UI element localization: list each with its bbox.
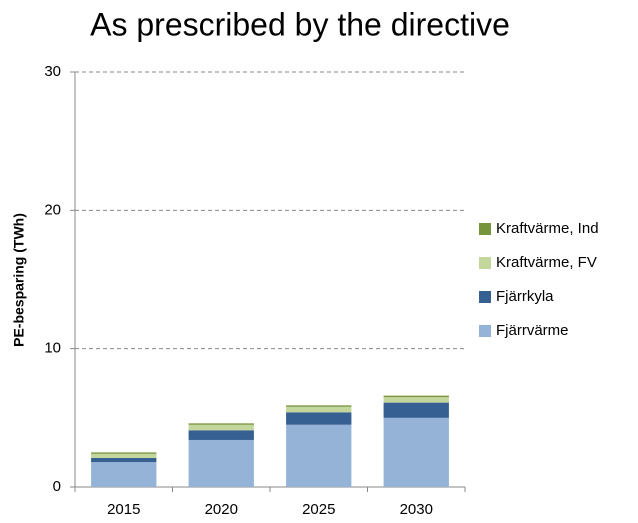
x-tick-label: 2030 — [400, 501, 433, 518]
x-tick-label: 2015 — [107, 501, 140, 518]
y-tick-label: 0 — [53, 478, 61, 495]
bar-segment — [383, 395, 449, 398]
legend-swatch — [479, 257, 491, 269]
bar-segment — [91, 453, 157, 458]
y-tick-label: 20 — [44, 201, 61, 218]
bar-segment — [383, 402, 449, 418]
chart-title: As prescribed by the directive — [90, 6, 510, 42]
bar-segment — [286, 406, 352, 413]
bar-segment — [188, 423, 254, 425]
bar-segment — [286, 405, 352, 407]
legend-label: Kraftvärme, Ind — [496, 220, 599, 237]
bar-segment — [91, 462, 157, 487]
y-axis-label: PE-besparing (TWh) — [11, 213, 27, 347]
x-tick-label: 2025 — [302, 501, 335, 518]
legend-swatch — [479, 325, 491, 337]
y-tick-label: 10 — [44, 340, 61, 357]
bar-segment — [286, 412, 352, 425]
bar-segment — [188, 424, 254, 431]
bar-segment — [286, 424, 352, 487]
legend-label: Kraftvärme, FV — [496, 254, 597, 271]
bar-segment — [91, 457, 157, 463]
bar-segment — [383, 397, 449, 403]
bar-segment — [91, 452, 157, 454]
bar-segment — [188, 439, 254, 487]
legend-label: Fjärrkyla — [496, 288, 554, 305]
legend-label: Fjärrvärme — [496, 322, 569, 339]
legend-swatch — [479, 223, 491, 235]
legend-swatch — [479, 291, 491, 303]
y-tick-label: 30 — [44, 63, 61, 80]
bar-segment — [383, 417, 449, 487]
x-tick-label: 2020 — [205, 501, 238, 518]
bar-segment — [188, 430, 254, 440]
